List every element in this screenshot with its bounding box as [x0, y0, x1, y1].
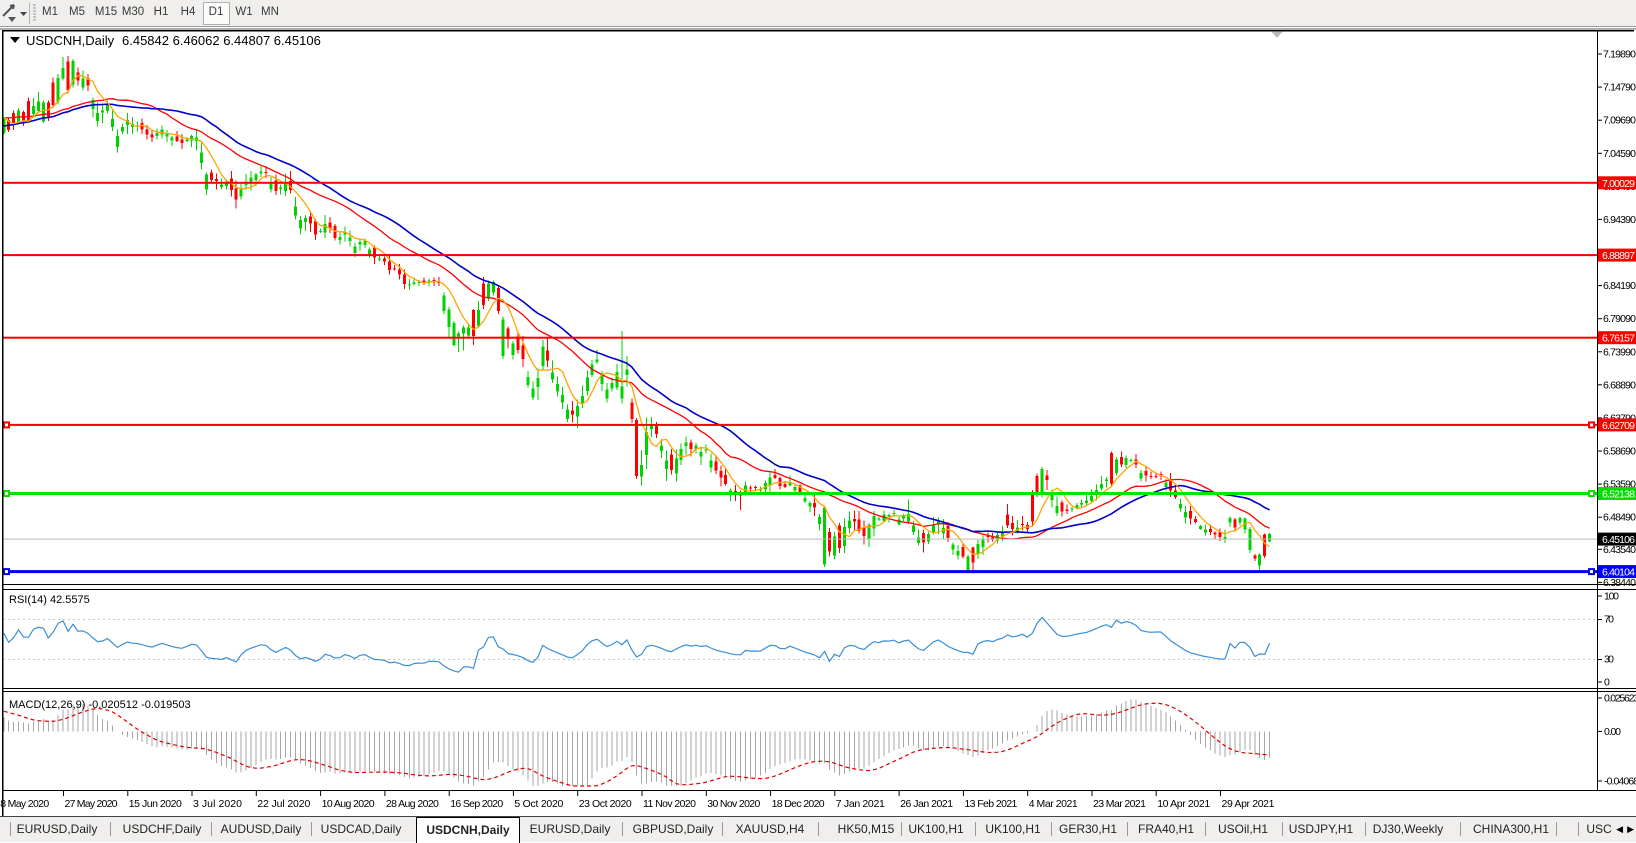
svg-text:-0.04068: -0.04068 [1604, 776, 1636, 788]
svg-text:7.09690: 7.09690 [1603, 115, 1636, 127]
svg-text:6.38440: 6.38440 [1603, 577, 1636, 589]
svg-text:70: 70 [1604, 614, 1614, 626]
svg-text:7.19890: 7.19890 [1603, 49, 1636, 61]
svg-text:USDCNH,Daily: USDCNH,Daily [26, 33, 115, 48]
svg-text:6.48490: 6.48490 [1603, 512, 1636, 524]
svg-text:10 Aug 2020: 10 Aug 2020 [322, 798, 375, 810]
svg-text:6.62709: 6.62709 [1602, 420, 1635, 432]
svg-text:18 Dec 2020: 18 Dec 2020 [772, 798, 825, 810]
svg-text:6.88897: 6.88897 [1602, 250, 1635, 262]
svg-text:7.04590: 7.04590 [1603, 148, 1636, 160]
svg-text:4 Mar 2021: 4 Mar 2021 [1029, 798, 1078, 810]
svg-text:100: 100 [1604, 591, 1619, 603]
svg-text:30: 30 [1604, 654, 1614, 666]
svg-text:6.79090: 6.79090 [1603, 313, 1636, 325]
svg-text:22 Jul 2020: 22 Jul 2020 [257, 798, 310, 810]
svg-text:6.68890: 6.68890 [1603, 379, 1636, 391]
svg-text:6.45106: 6.45106 [1602, 534, 1635, 546]
svg-text:7.14790: 7.14790 [1603, 82, 1636, 94]
svg-text:5 Oct 2020: 5 Oct 2020 [514, 798, 563, 810]
svg-text:26 Jan 2021: 26 Jan 2021 [900, 798, 953, 810]
svg-text:6.52138: 6.52138 [1602, 489, 1635, 501]
svg-text:6.84190: 6.84190 [1603, 280, 1636, 292]
svg-text:6.94390: 6.94390 [1603, 214, 1636, 226]
svg-text:16 Sep 2020: 16 Sep 2020 [450, 798, 503, 810]
svg-text:8 May 2020: 8 May 2020 [0, 798, 49, 810]
svg-text:0.00: 0.00 [1604, 726, 1621, 738]
svg-text:6.45842 6.46062 6.44807 6.4510: 6.45842 6.46062 6.44807 6.45106 [122, 33, 321, 48]
svg-text:27 May 2020: 27 May 2020 [65, 798, 118, 810]
svg-text:3 Jul 2020: 3 Jul 2020 [193, 798, 242, 810]
svg-text:RSI(14) 42.5575: RSI(14) 42.5575 [9, 594, 90, 606]
svg-text:10 Apr 2021: 10 Apr 2021 [1157, 798, 1210, 810]
svg-text:7.00029: 7.00029 [1602, 178, 1635, 190]
svg-text:30 Nov 2020: 30 Nov 2020 [707, 798, 760, 810]
svg-text:11 Nov 2020: 11 Nov 2020 [643, 798, 696, 810]
svg-text:23 Oct 2020: 23 Oct 2020 [579, 798, 632, 810]
svg-text:29 Apr 2021: 29 Apr 2021 [1222, 798, 1275, 810]
svg-text:6.40104: 6.40104 [1602, 567, 1635, 579]
svg-text:6.73990: 6.73990 [1603, 346, 1636, 358]
svg-text:13 Feb 2021: 13 Feb 2021 [964, 798, 1017, 810]
svg-text:23 Mar 2021: 23 Mar 2021 [1093, 798, 1146, 810]
svg-text:0: 0 [1604, 677, 1610, 689]
svg-text:28 Aug 2020: 28 Aug 2020 [386, 798, 439, 810]
svg-text:15 Jun 2020: 15 Jun 2020 [129, 798, 182, 810]
svg-text:0.025623: 0.025623 [1604, 693, 1636, 705]
svg-text:6.76157: 6.76157 [1602, 333, 1635, 345]
svg-text:7 Jan 2021: 7 Jan 2021 [836, 798, 885, 810]
svg-text:MACD(12,26,9) -0.020512 -0.019: MACD(12,26,9) -0.020512 -0.019503 [9, 699, 191, 711]
svg-text:6.43540: 6.43540 [1603, 544, 1636, 556]
svg-text:6.58690: 6.58690 [1603, 446, 1636, 458]
